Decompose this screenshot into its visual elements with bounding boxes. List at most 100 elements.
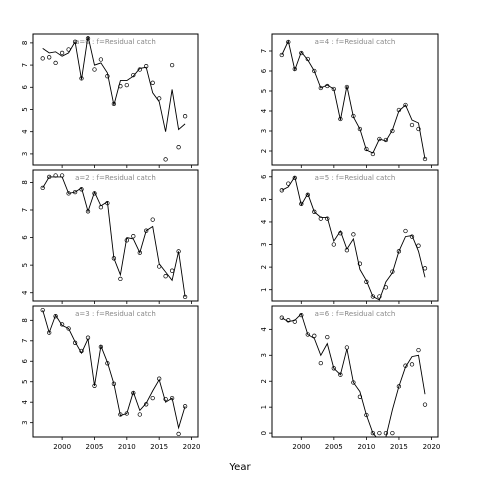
data-point <box>163 274 168 279</box>
y-tick-label: 3 <box>260 129 268 133</box>
x-tick-label: 2000 <box>292 443 310 451</box>
panel-3: a=2 : f=Residual catch 4 5 6 7 8 <box>21 169 199 304</box>
panel-4: a=5 : f=Residual catch 1 2 3 4 5 6 <box>260 169 439 304</box>
panel-frame <box>271 33 439 166</box>
data-point <box>279 188 284 193</box>
x-tick-label: 2000 <box>53 443 71 451</box>
y-tick-label: 2 <box>260 265 268 269</box>
data-point <box>66 326 71 331</box>
data-point <box>169 62 175 68</box>
data-point <box>331 366 336 371</box>
data-point <box>150 217 155 222</box>
y-tick-label: 6 <box>21 235 29 240</box>
data-point <box>279 315 284 320</box>
panel-5: a=3 : f=Residual catch 3 4 5 6 7 8 2000 2005 2010… <box>21 305 201 451</box>
y-tick-label: 8 <box>21 41 29 45</box>
data-point <box>357 261 363 266</box>
data-point <box>377 430 382 436</box>
panel-2: a=4 : f=Residual catch 2 3 4 5 6 7 <box>260 33 439 168</box>
data-point <box>47 55 52 60</box>
y-tick-label: 3 <box>260 242 268 246</box>
y-tick-label: 6 <box>21 359 29 364</box>
data-point <box>377 136 382 142</box>
y-tick-label: 2 <box>260 149 268 153</box>
data-point <box>98 57 104 62</box>
y-tick-label: 5 <box>21 263 29 267</box>
data-point <box>325 334 330 340</box>
x-tick-label: 2005 <box>325 443 343 451</box>
data-point <box>403 102 408 108</box>
panel-6: a=6 : f=Residual catch 0 1 2 3 4 2000 2005 2010 2… <box>260 305 441 451</box>
data-point <box>131 72 136 78</box>
fitted-line <box>42 309 186 430</box>
fitted-line <box>281 39 426 160</box>
data-point <box>137 412 142 417</box>
fitted-line <box>42 176 186 297</box>
x-tick-label: 2015 <box>390 443 408 451</box>
data-point <box>131 234 136 239</box>
panel-title: a=4 : f=Residual catch <box>315 38 396 46</box>
y-tick-label: 1 <box>260 405 268 409</box>
data-point <box>53 60 58 66</box>
data-point <box>312 333 317 338</box>
data-point <box>40 307 45 313</box>
y-tick-label: 6 <box>21 85 29 90</box>
y-tick-label: 7 <box>260 49 268 53</box>
data-point <box>144 228 149 233</box>
data-point <box>318 216 323 221</box>
data-point <box>92 67 97 72</box>
data-point <box>124 411 129 416</box>
panel-title: a=3 : f=Residual catch <box>75 310 156 318</box>
x-tick-label: 2005 <box>86 443 104 451</box>
y-tick-label: 8 <box>21 318 29 322</box>
panel-frame <box>32 305 199 438</box>
x-tick-label: 2020 <box>183 443 201 451</box>
data-point <box>137 250 142 255</box>
data-point <box>176 145 181 150</box>
data-point <box>357 126 363 132</box>
data-point <box>403 228 408 234</box>
y-tick-label: 4 <box>21 290 29 295</box>
y-tick-label: 0 <box>260 431 268 435</box>
data-point <box>312 209 317 214</box>
y-tick-label: 1 <box>260 287 268 291</box>
y-tick-label: 8 <box>21 180 29 184</box>
data-point <box>422 402 428 407</box>
y-tick-label: 5 <box>260 197 268 201</box>
panel-frame <box>32 169 199 302</box>
data-point <box>338 116 343 122</box>
panel-title: a=0 : f=Residual catch <box>75 38 156 46</box>
y-tick-label: 5 <box>21 380 29 384</box>
x-tick-label: 2010 <box>118 443 136 451</box>
data-point <box>383 430 389 436</box>
y-tick-label: 7 <box>21 63 29 67</box>
x-tick-label: 2020 <box>423 443 441 451</box>
data-point <box>118 276 123 282</box>
y-tick-label: 4 <box>260 108 268 113</box>
data-point <box>137 67 142 72</box>
y-tick-label: 5 <box>260 89 268 93</box>
data-point <box>59 322 65 327</box>
data-point <box>182 404 188 409</box>
data-point <box>396 384 402 389</box>
data-point <box>364 146 369 152</box>
data-point <box>40 56 45 61</box>
data-point <box>157 96 162 101</box>
data-point <box>409 234 415 239</box>
panel-1: a=0 : f=Residual catch 3 4 5 6 7 8 <box>21 33 199 168</box>
data-point <box>312 68 317 74</box>
data-point <box>279 52 284 58</box>
data-point <box>325 216 330 221</box>
data-point <box>364 412 369 418</box>
data-point <box>124 82 129 88</box>
y-tick-label: 7 <box>21 208 29 212</box>
y-tick-label: 7 <box>21 339 29 343</box>
data-point <box>370 294 376 299</box>
data-point <box>150 395 155 401</box>
data-point <box>416 347 421 353</box>
data-point <box>163 157 168 162</box>
data-point <box>299 50 304 56</box>
y-tick-label: 5 <box>21 107 29 111</box>
data-point <box>416 243 421 248</box>
